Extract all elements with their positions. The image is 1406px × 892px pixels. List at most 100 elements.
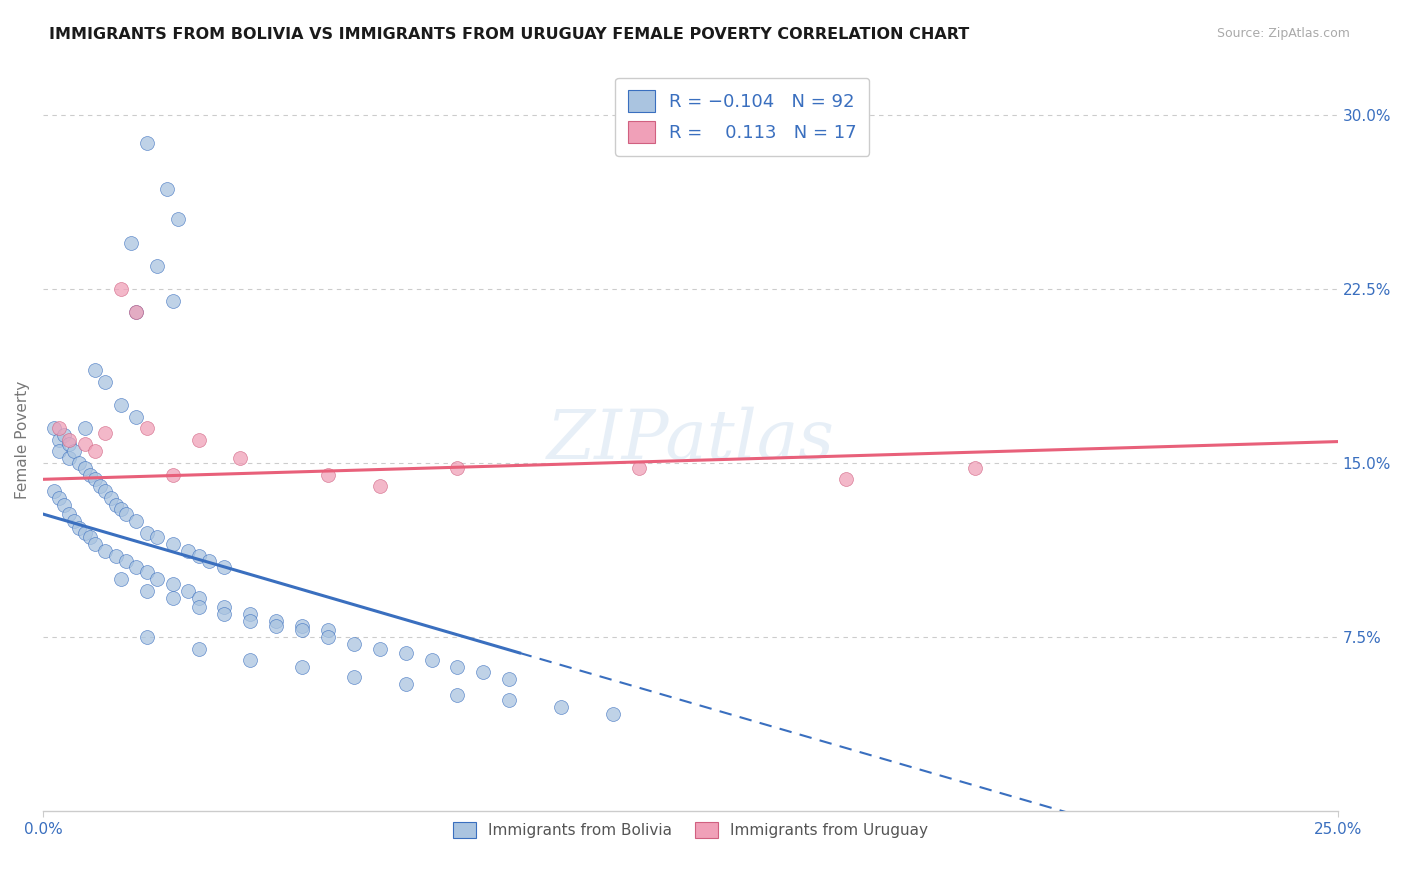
Point xyxy=(166,212,188,227)
Point xyxy=(110,502,132,516)
Text: IMMIGRANTS FROM BOLIVIA VS IMMIGRANTS FROM URUGUAY FEMALE POVERTY CORRELATION CH: IMMIGRANTS FROM BOLIVIA VS IMMIGRANTS FR… xyxy=(49,27,970,42)
Point xyxy=(120,235,142,250)
Point xyxy=(395,646,418,660)
Point xyxy=(135,583,157,598)
Point xyxy=(187,591,209,605)
Point xyxy=(291,623,314,637)
Point xyxy=(343,669,366,683)
Point xyxy=(420,653,443,667)
Point xyxy=(156,182,179,196)
Point xyxy=(498,693,520,707)
Point xyxy=(214,560,236,574)
Point xyxy=(58,437,80,451)
Point xyxy=(48,444,70,458)
Point xyxy=(42,421,65,435)
Point xyxy=(214,607,236,621)
Point xyxy=(187,641,209,656)
Point xyxy=(291,660,314,674)
Point xyxy=(135,565,157,579)
Point xyxy=(67,521,90,535)
Point xyxy=(239,653,262,667)
Point xyxy=(63,514,86,528)
Point xyxy=(162,293,184,308)
Point xyxy=(110,572,132,586)
Point xyxy=(104,498,127,512)
Legend: Immigrants from Bolivia, Immigrants from Uruguay: Immigrants from Bolivia, Immigrants from… xyxy=(447,816,934,845)
Point xyxy=(73,421,96,435)
Point xyxy=(395,676,418,690)
Point xyxy=(187,433,209,447)
Point xyxy=(146,259,169,273)
Point xyxy=(67,456,90,470)
Point xyxy=(146,530,169,544)
Point xyxy=(550,699,572,714)
Text: Source: ZipAtlas.com: Source: ZipAtlas.com xyxy=(1216,27,1350,40)
Point xyxy=(84,363,107,377)
Point xyxy=(79,530,101,544)
Point xyxy=(446,460,468,475)
Point xyxy=(446,688,468,702)
Point xyxy=(94,375,117,389)
Y-axis label: Female Poverty: Female Poverty xyxy=(15,381,30,499)
Point xyxy=(125,305,148,319)
Point xyxy=(368,479,391,493)
Point xyxy=(84,472,107,486)
Point xyxy=(115,507,138,521)
Point xyxy=(52,428,75,442)
Point xyxy=(316,630,339,644)
Point xyxy=(627,460,650,475)
Point xyxy=(84,537,107,551)
Point xyxy=(115,553,138,567)
Point xyxy=(135,525,157,540)
Point xyxy=(58,433,80,447)
Point xyxy=(177,544,200,558)
Point xyxy=(187,549,209,563)
Point xyxy=(229,451,252,466)
Point xyxy=(264,618,287,632)
Point xyxy=(125,560,148,574)
Point xyxy=(177,583,200,598)
Point xyxy=(125,514,148,528)
Point xyxy=(187,599,209,614)
Point xyxy=(48,421,70,435)
Point xyxy=(135,136,157,150)
Point xyxy=(125,409,148,424)
Point xyxy=(239,614,262,628)
Point xyxy=(110,398,132,412)
Point xyxy=(214,599,236,614)
Point xyxy=(316,623,339,637)
Point xyxy=(835,472,858,486)
Point xyxy=(135,630,157,644)
Point xyxy=(73,525,96,540)
Point xyxy=(48,491,70,505)
Point xyxy=(84,444,107,458)
Point xyxy=(602,706,624,721)
Point xyxy=(264,614,287,628)
Point xyxy=(94,425,117,440)
Point xyxy=(63,444,86,458)
Point xyxy=(368,641,391,656)
Point xyxy=(89,479,111,493)
Point xyxy=(239,607,262,621)
Point xyxy=(73,460,96,475)
Point xyxy=(291,618,314,632)
Point xyxy=(498,672,520,686)
Point xyxy=(472,665,495,679)
Point xyxy=(446,660,468,674)
Point xyxy=(162,591,184,605)
Point xyxy=(146,572,169,586)
Point xyxy=(135,421,157,435)
Text: ZIPatlas: ZIPatlas xyxy=(547,407,834,474)
Point xyxy=(48,433,70,447)
Point xyxy=(198,553,221,567)
Point xyxy=(58,451,80,466)
Point xyxy=(79,467,101,482)
Point xyxy=(162,467,184,482)
Point xyxy=(42,483,65,498)
Point xyxy=(52,498,75,512)
Point xyxy=(94,544,117,558)
Point xyxy=(316,467,339,482)
Point xyxy=(94,483,117,498)
Point xyxy=(104,549,127,563)
Point xyxy=(343,637,366,651)
